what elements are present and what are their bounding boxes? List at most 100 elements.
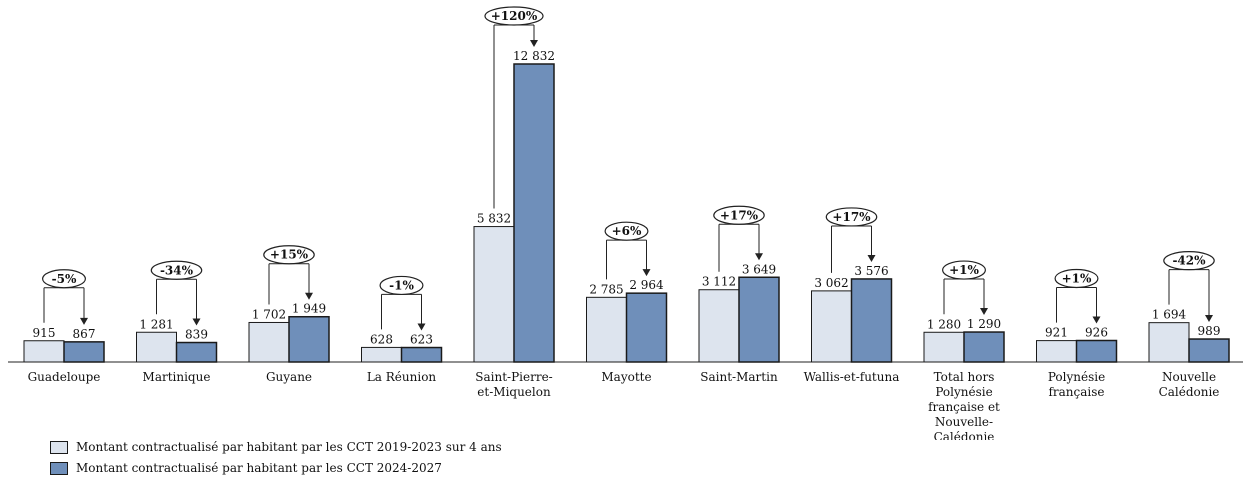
bar-series-1 <box>248 321 290 363</box>
bar-series-1 <box>361 346 402 363</box>
bracket-arrow-head <box>1205 315 1213 323</box>
variation-ellipse <box>713 205 765 225</box>
bar-series-2 <box>175 341 218 363</box>
category-label: Guadeloupe <box>28 370 101 384</box>
data-label-series-2: 12 832 <box>513 49 555 63</box>
category-label: Saint-Pierre- <box>475 370 552 384</box>
bar-series-1 <box>811 290 852 363</box>
legend-swatch-series-2 <box>50 461 68 475</box>
variation-label: +17% <box>832 210 871 224</box>
data-label-series-1: 1 280 <box>927 317 961 331</box>
variation-label: +1% <box>1062 271 1092 285</box>
category-label: Polynésie <box>935 385 992 399</box>
variation-label: +1% <box>949 263 979 277</box>
category-label: Polynésie <box>1048 370 1105 384</box>
category-label: Saint-Martin <box>700 370 778 384</box>
variation-label: -1% <box>389 278 414 292</box>
data-label-series-1: 5 832 <box>477 212 511 226</box>
category-label: Nouvelle- <box>935 415 993 429</box>
variation-label: +17% <box>720 208 759 222</box>
data-label-series-1: 2 785 <box>589 282 623 296</box>
category-label: Mayotte <box>601 370 651 384</box>
data-label-series-1: 628 <box>370 332 393 346</box>
bracket-arrow-head <box>530 40 538 47</box>
variation-label: -34% <box>160 263 194 277</box>
bar-chart: 915 867 Guadeloupe -5% 1 281 839 Martinique -34… <box>8 6 1243 440</box>
bar-series-2 <box>1188 338 1230 363</box>
variation-label: +6% <box>612 224 642 238</box>
variation-ellipse <box>41 269 86 289</box>
category-label: Guyane <box>266 370 312 384</box>
bar-series-2 <box>738 276 780 363</box>
category-label: Calédonie <box>934 430 995 440</box>
variation-label: +120% <box>491 9 538 23</box>
bracket-arrow-head <box>642 269 651 277</box>
data-label-series-2: 1 290 <box>967 317 1001 331</box>
data-label-series-2: 1 949 <box>292 302 326 316</box>
variation-label: -5% <box>52 272 77 286</box>
variation-ellipse <box>1163 251 1215 271</box>
data-label-series-1: 3 112 <box>702 275 736 289</box>
data-label-series-2: 867 <box>73 327 96 341</box>
bar-series-1 <box>586 296 627 363</box>
bar-series-2 <box>400 346 443 363</box>
data-label-series-1: 1 694 <box>1152 308 1187 322</box>
category-label: Wallis-et-futuna <box>804 370 900 384</box>
bar-series-1 <box>136 331 177 363</box>
category-label: Total hors <box>934 370 995 384</box>
bracket-arrow-head <box>867 254 876 262</box>
variation-ellipse <box>1054 268 1099 289</box>
bar-series-2 <box>850 278 893 363</box>
variation-ellipse <box>484 6 544 26</box>
data-label-series-2: 623 <box>410 333 433 347</box>
category-label: La Réunion <box>367 370 437 384</box>
data-label-series-2: 926 <box>1085 325 1108 339</box>
variation-ellipse <box>604 221 649 241</box>
bracket-arrow-head <box>755 253 763 261</box>
bar-series-1 <box>23 340 65 363</box>
category-label: française <box>1048 385 1104 399</box>
bar-series-1 <box>473 226 515 363</box>
bracket-arrow-head <box>305 292 313 300</box>
data-label-series-1: 3 062 <box>814 276 848 290</box>
legend-label-series-2: Montant contractualisé par habitant par … <box>76 461 442 475</box>
data-label-series-1: 921 <box>1045 326 1068 340</box>
bar-series-2 <box>963 331 1005 363</box>
bar-series-2 <box>288 315 330 363</box>
variation-ellipse <box>150 260 203 280</box>
data-label-series-2: 3 576 <box>854 264 888 278</box>
legend-label-series-1: Montant contractualisé par habitant par … <box>76 440 502 454</box>
bar-series-2 <box>513 63 555 363</box>
category-label: française et <box>928 400 1000 414</box>
data-label-series-2: 3 649 <box>742 262 776 276</box>
legend-item-series-1: Montant contractualisé par habitant par … <box>50 440 502 454</box>
legend-swatch-series-1 <box>50 440 68 454</box>
data-label-series-1: 1 281 <box>139 317 173 331</box>
bar-series-1 <box>698 289 740 363</box>
bar-series-2 <box>1075 339 1118 363</box>
data-label-series-2: 2 964 <box>629 278 664 292</box>
variation-label: +15% <box>270 248 309 262</box>
bracket-arrow-head <box>1092 316 1101 324</box>
category-label: Nouvelle <box>1162 370 1216 384</box>
bracket-arrow-head <box>192 318 201 326</box>
category-label: Calédonie <box>1159 385 1220 399</box>
bracket-arrow-head <box>980 308 988 316</box>
bar-series-1 <box>1036 340 1077 363</box>
bar-series-2 <box>625 292 668 363</box>
bracket-arrow-head <box>80 317 88 325</box>
legend-item-series-2: Montant contractualisé par habitant par … <box>50 461 442 475</box>
category-label: Martinique <box>143 370 211 384</box>
bar-series-1 <box>1148 322 1190 363</box>
bar-series-2 <box>63 341 105 363</box>
variation-ellipse <box>263 245 315 265</box>
data-label-series-1: 915 <box>33 326 56 340</box>
variation-label: -42% <box>1172 254 1206 268</box>
bracket-arrow-head <box>417 323 426 331</box>
data-label-series-2: 989 <box>1198 324 1221 338</box>
variation-ellipse <box>941 260 986 280</box>
data-label-series-1: 1 702 <box>252 307 286 321</box>
category-label: et-Miquelon <box>477 385 551 399</box>
data-label-series-2: 839 <box>185 328 208 342</box>
variation-ellipse <box>379 275 424 296</box>
